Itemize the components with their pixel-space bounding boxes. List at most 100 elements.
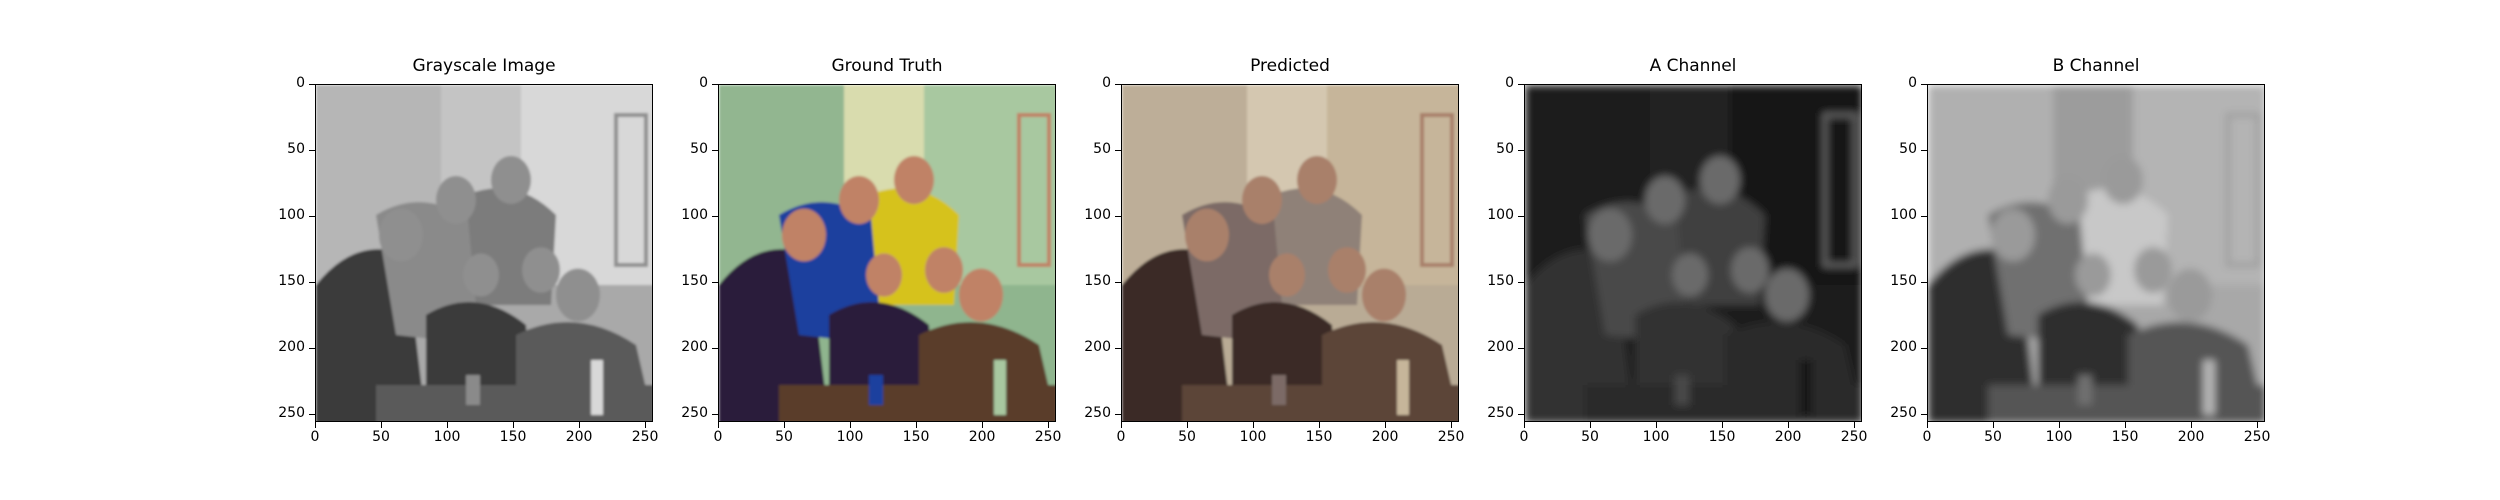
y-tick <box>1518 84 1524 85</box>
face-3 <box>463 253 499 297</box>
face-5 <box>2168 268 2212 322</box>
face-3 <box>866 253 902 297</box>
panel-title: A Channel <box>1649 56 1737 76</box>
face-4 <box>1731 247 1769 293</box>
image-content <box>316 85 652 421</box>
x-tick-label: 0 <box>1922 429 1932 445</box>
y-tick-label: 50 <box>1496 141 1514 158</box>
y-tick <box>1921 348 1927 350</box>
face-5 <box>959 268 1003 322</box>
y-tick <box>1115 414 1121 416</box>
y-tick <box>309 414 315 416</box>
y-tick-label: 0 <box>296 75 305 91</box>
x-tick-label: 0 <box>1519 429 1529 445</box>
x-tick <box>1927 422 1928 428</box>
x-tick <box>1048 422 1050 428</box>
y-tick <box>309 216 315 218</box>
x-tick-label: 150 <box>1305 429 1333 445</box>
y-tick-label: 100 <box>1890 207 1917 224</box>
y-tick-label: 50 <box>1093 141 1111 158</box>
y-tick-label: 100 <box>1487 207 1514 224</box>
face-0 <box>1588 208 1632 262</box>
x-tick <box>1854 422 1856 428</box>
x-tick <box>1319 422 1321 428</box>
y-tick-label: 150 <box>681 273 708 290</box>
y-tick-label: 100 <box>681 207 708 224</box>
panel-4: B Channel 0 50 100 150 200 250 0 50 100 150 200 250 <box>1890 56 2270 445</box>
y-tick <box>1518 414 1524 416</box>
can <box>466 375 480 405</box>
x-tick-label: 50 <box>775 429 793 445</box>
x-tick-label: 50 <box>1984 429 2002 445</box>
can <box>1272 375 1286 405</box>
y-tick-label: 200 <box>278 339 305 356</box>
x-tick-label: 250 <box>1437 429 1465 445</box>
x-tick <box>381 422 383 428</box>
y-tick-label: 0 <box>699 75 708 91</box>
image-content <box>1122 85 1458 421</box>
x-tick-label: 150 <box>499 429 527 445</box>
x-tick-label: 50 <box>1581 429 1599 445</box>
y-tick <box>309 150 315 152</box>
y-tick-label: 50 <box>287 141 305 158</box>
x-tick <box>579 422 581 428</box>
panel-title: B Channel <box>2052 56 2140 76</box>
x-tick-label: 100 <box>1239 429 1267 445</box>
x-tick-label: 0 <box>1116 429 1126 445</box>
x-tick-label: 50 <box>1178 429 1196 445</box>
x-tick <box>916 422 918 428</box>
y-tick-label: 50 <box>690 141 708 158</box>
image-content <box>719 85 1055 421</box>
face-2 <box>2103 156 2143 204</box>
x-tick-label: 250 <box>631 429 659 445</box>
x-tick <box>982 422 984 428</box>
face-0 <box>1991 208 2035 262</box>
y-tick <box>1115 150 1121 152</box>
y-tick <box>1115 282 1121 284</box>
face-3 <box>1269 253 1305 297</box>
x-tick <box>1993 422 1995 428</box>
x-tick <box>784 422 786 428</box>
face-5 <box>556 268 600 322</box>
y-tick-label: 250 <box>1890 405 1917 422</box>
y-tick-label: 150 <box>1890 273 1917 290</box>
x-tick <box>447 422 449 428</box>
y-tick <box>712 348 718 350</box>
face-3 <box>1672 253 1708 297</box>
face-3 <box>2075 253 2111 297</box>
y-tick <box>712 282 718 284</box>
can <box>869 375 883 405</box>
x-tick-label: 250 <box>2243 429 2271 445</box>
x-tick-label: 100 <box>1642 429 1670 445</box>
x-tick-label: 150 <box>2111 429 2139 445</box>
y-tick-label: 250 <box>1487 405 1514 422</box>
face-1 <box>1645 176 1685 224</box>
shelf <box>1420 113 1454 267</box>
x-tick-label: 250 <box>1840 429 1868 445</box>
x-tick <box>1524 422 1525 428</box>
image-content <box>1525 85 1861 421</box>
face-0 <box>782 208 826 262</box>
bottle <box>2203 360 2215 415</box>
face-4 <box>1328 247 1366 293</box>
y-tick-label: 250 <box>278 405 305 422</box>
image-plot <box>1121 84 1459 422</box>
image-plot <box>315 84 653 422</box>
y-tick <box>1115 216 1121 218</box>
x-tick-label: 200 <box>565 429 593 445</box>
x-tick <box>1121 422 1122 428</box>
x-tick <box>1385 422 1387 428</box>
y-tick <box>1518 282 1524 284</box>
x-tick-label: 200 <box>1774 429 1802 445</box>
y-tick <box>712 216 718 218</box>
x-tick <box>1590 422 1592 428</box>
x-tick-label: 150 <box>902 429 930 445</box>
x-tick <box>513 422 515 428</box>
x-tick-label: 0 <box>310 429 320 445</box>
x-tick-label: 200 <box>2177 429 2205 445</box>
x-tick <box>315 422 316 428</box>
y-tick <box>1518 348 1524 350</box>
face-4 <box>2134 247 2172 293</box>
x-tick-label: 150 <box>1708 429 1736 445</box>
